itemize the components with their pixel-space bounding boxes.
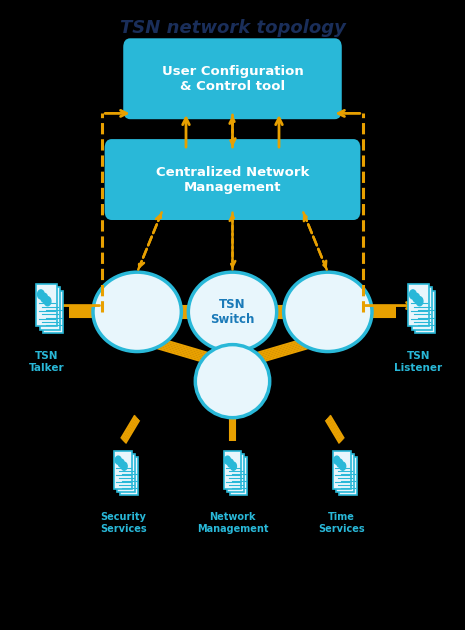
Text: TSN
Talker: TSN Talker — [29, 351, 64, 372]
Circle shape — [225, 456, 231, 464]
Circle shape — [231, 462, 236, 470]
Text: TSN
Switch: TSN Switch — [210, 298, 255, 326]
FancyBboxPatch shape — [339, 457, 357, 495]
FancyBboxPatch shape — [36, 284, 57, 326]
Text: Centralized Network
Management: Centralized Network Management — [156, 166, 309, 193]
Circle shape — [410, 290, 416, 299]
Circle shape — [38, 290, 44, 299]
Circle shape — [118, 459, 124, 467]
FancyBboxPatch shape — [408, 284, 429, 326]
FancyBboxPatch shape — [106, 140, 359, 219]
Ellipse shape — [284, 272, 372, 352]
Ellipse shape — [188, 272, 277, 352]
FancyBboxPatch shape — [120, 457, 138, 495]
Circle shape — [334, 456, 340, 464]
FancyBboxPatch shape — [336, 454, 354, 491]
FancyBboxPatch shape — [114, 450, 132, 488]
Circle shape — [337, 459, 343, 467]
Text: TSN network topology: TSN network topology — [120, 20, 345, 37]
Text: Time
Services: Time Services — [319, 512, 365, 534]
Circle shape — [416, 297, 423, 306]
Circle shape — [413, 294, 419, 302]
Circle shape — [121, 462, 127, 470]
Text: Network
Management: Network Management — [197, 512, 268, 534]
FancyBboxPatch shape — [224, 450, 241, 488]
Text: TSN
Listener: TSN Listener — [394, 351, 443, 372]
Text: User Configuration
& Control tool: User Configuration & Control tool — [162, 65, 303, 93]
FancyBboxPatch shape — [40, 287, 60, 329]
FancyBboxPatch shape — [412, 287, 432, 329]
FancyBboxPatch shape — [415, 290, 435, 333]
Circle shape — [227, 459, 233, 467]
Ellipse shape — [195, 345, 270, 418]
FancyBboxPatch shape — [226, 454, 245, 491]
FancyBboxPatch shape — [230, 457, 247, 495]
FancyBboxPatch shape — [43, 290, 63, 333]
FancyBboxPatch shape — [125, 40, 340, 118]
Ellipse shape — [93, 272, 181, 352]
FancyBboxPatch shape — [333, 450, 351, 488]
Circle shape — [115, 456, 121, 464]
Circle shape — [44, 297, 51, 306]
Circle shape — [340, 462, 345, 470]
Circle shape — [41, 294, 47, 302]
Text: Security
Services: Security Services — [100, 512, 146, 534]
FancyBboxPatch shape — [117, 454, 135, 491]
